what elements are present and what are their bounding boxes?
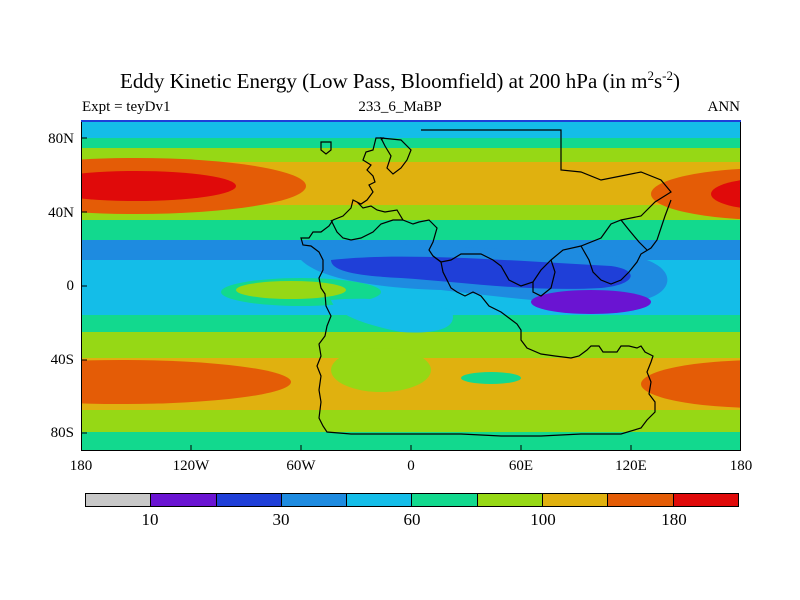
europe-inner (330, 219, 403, 241)
band-30n (81, 220, 741, 242)
asia-coast (421, 129, 672, 287)
colorbar-cell-0 (86, 494, 152, 506)
band-70s (81, 410, 741, 434)
colorbar-cell-4 (347, 494, 413, 506)
colorbar-cell-9 (673, 494, 738, 506)
lat-label-eq: 0 (66, 278, 75, 294)
coastline (300, 129, 672, 437)
colorbar-label-30: 30 (272, 510, 290, 529)
season-label: ANN (707, 99, 741, 115)
colorbar-cell-5 (412, 494, 478, 506)
nh-storm-west-core (81, 171, 236, 201)
lon-label-180e: 180 (729, 458, 753, 474)
nh-storm-east-core (711, 180, 741, 208)
southeast-asia (580, 199, 672, 285)
colorbar-cell-2 (216, 494, 282, 506)
lat-label-40s: 40S (50, 352, 74, 368)
lon-label-60e: 60E (508, 458, 534, 474)
indian-peninsula (532, 259, 556, 297)
colorbar-cell-8 (608, 494, 674, 506)
sh-mid-pacific-core (236, 281, 346, 299)
colorbar-label-100: 100 (530, 510, 556, 529)
sh-storm-west (81, 360, 291, 404)
lat-label-80n: 80N (48, 131, 74, 147)
band-35n (81, 205, 741, 223)
nh-storm-east-outer (651, 168, 741, 220)
south-america-band (331, 298, 453, 333)
contour-map (81, 120, 741, 451)
colorbar-cell-7 (543, 494, 609, 506)
colorbar-cell-3 (281, 494, 348, 506)
colorbar-label-10: 10 (141, 510, 159, 529)
band-80s (81, 432, 741, 451)
colorbar-cell-1 (151, 494, 217, 506)
north-atlantic-isles (379, 137, 412, 175)
greenland (320, 141, 332, 155)
lon-label-120w: 120W (172, 458, 210, 474)
lat-label-80s: 80S (50, 425, 74, 441)
colorbar-label-60: 60 (403, 510, 421, 529)
colorbar (85, 493, 739, 507)
figure-title: Eddy Kinetic Energy (Low Pass, Bloomfiel… (120, 68, 680, 93)
lat-label-40n: 40N (48, 205, 74, 221)
tropical-minimum (531, 290, 651, 314)
map-panel (81, 120, 741, 451)
lon-label-120e: 120E (615, 458, 647, 474)
lon-label-0: 0 (407, 458, 415, 474)
sh-storm-east (641, 360, 741, 408)
tropical-lowest-band (331, 256, 631, 289)
lon-ticks (81, 445, 741, 451)
lon-label-60w: 60W (286, 458, 316, 474)
lon-label-180w: 180 (69, 458, 93, 474)
europe-africa-coast (300, 137, 656, 437)
east-asia (620, 219, 648, 251)
colorbar-label-180: 180 (661, 510, 687, 529)
lat-ticks (81, 137, 87, 434)
sh-south-america-gap (331, 348, 431, 392)
south-atlantic-spot (461, 372, 521, 384)
period-label: 233_6_MaBP (358, 99, 442, 115)
colorbar-cell-6 (477, 494, 544, 506)
experiment-label: Expt = teyDv1 (82, 99, 171, 115)
